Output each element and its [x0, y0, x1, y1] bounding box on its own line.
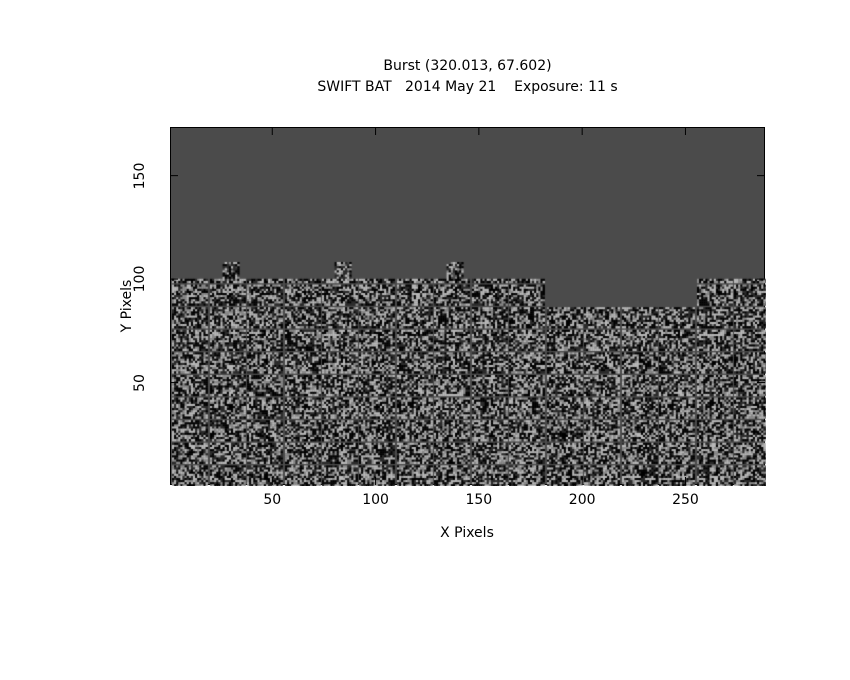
x-tick-label: 200: [568, 492, 596, 508]
x-tick-label: 150: [465, 492, 493, 508]
x-axis-label: X Pixels: [440, 525, 494, 541]
x-tick-label: 250: [672, 492, 699, 508]
x-tick-label: 50: [263, 492, 282, 508]
chart-subtitle: SWIFT BAT 2014 May 21 Exposure: 11 s: [317, 79, 618, 95]
y-tick-label: 50: [132, 373, 148, 392]
y-tick-label: 150: [132, 162, 148, 189]
detector-pixels: [171, 128, 766, 486]
chart-title: Burst (320.013, 67.602): [383, 58, 552, 74]
detector-image: [170, 127, 766, 486]
y-tick-label: 100: [132, 265, 148, 293]
x-tick-label: 100: [362, 492, 389, 508]
